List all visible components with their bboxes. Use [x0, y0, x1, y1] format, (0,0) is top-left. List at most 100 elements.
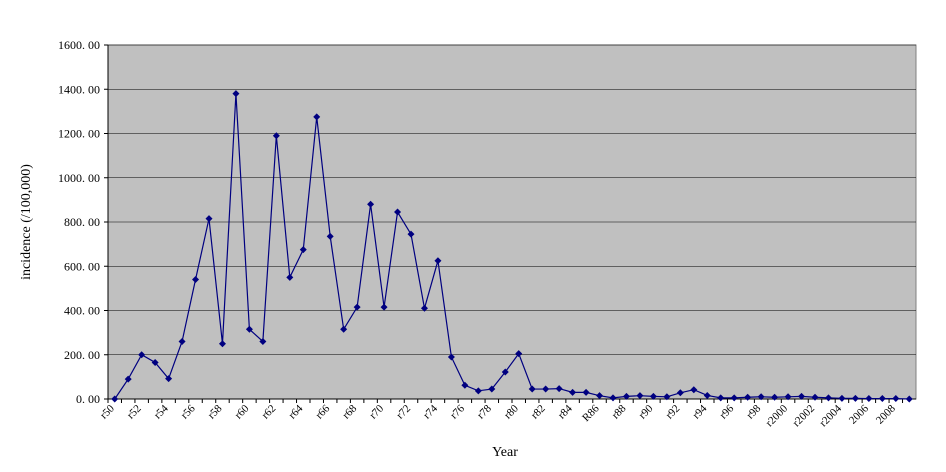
data-point: [488, 385, 496, 393]
data-point: [528, 385, 536, 393]
data-point: [245, 325, 253, 333]
data-point: [784, 393, 792, 401]
data-point: [286, 273, 294, 281]
x-tick-label: r2004: [817, 402, 844, 429]
x-tick-label: r70: [367, 402, 386, 421]
x-tick-label: r54: [152, 402, 171, 421]
data-point: [771, 393, 779, 401]
data-point: [824, 394, 832, 402]
data-point: [353, 303, 361, 311]
x-tick-label: r56: [179, 402, 198, 421]
data-point: [232, 90, 240, 98]
y-tick-label: 0. 00: [76, 392, 100, 406]
x-tick-label: r66: [313, 402, 332, 421]
x-tick-label: r68: [340, 402, 359, 421]
data-point: [178, 337, 186, 345]
data-point: [434, 257, 442, 265]
x-tick-label: 2008: [874, 402, 898, 426]
data-point: [838, 394, 846, 402]
x-tick-label: r92: [664, 403, 683, 422]
x-tick-label: r72: [394, 403, 413, 422]
data-point: [272, 132, 280, 140]
data-point: [124, 375, 132, 383]
data-point: [703, 391, 711, 399]
y-tick-label: 1000. 00: [58, 171, 100, 185]
data-point: [474, 387, 482, 395]
data-point: [326, 232, 334, 240]
y-tick-label: 1600. 00: [58, 38, 100, 52]
data-point: [663, 393, 671, 401]
x-tick-label: R86: [580, 402, 602, 424]
x-tick-label: r2000: [764, 402, 791, 429]
y-tick-label: 400. 00: [64, 304, 100, 318]
x-tick-label: r2002: [790, 403, 817, 430]
data-point: [730, 394, 738, 402]
data-point: [367, 200, 375, 208]
data-point: [138, 351, 146, 359]
data-point: [340, 325, 348, 333]
x-tick-label: 2006: [847, 402, 871, 426]
x-tick-label: r96: [717, 402, 736, 421]
data-point: [420, 304, 428, 312]
data-point: [542, 385, 550, 393]
y-axis-title: incidence (/100,000): [19, 164, 34, 280]
data-point: [622, 392, 630, 400]
x-tick-label: r82: [529, 403, 548, 422]
x-tick-label: r90: [637, 402, 656, 421]
data-point: [649, 392, 657, 400]
data-point: [299, 246, 307, 254]
x-tick-label: r52: [125, 403, 144, 422]
data-point: [259, 337, 267, 345]
y-tick-label: 600. 00: [64, 259, 100, 273]
x-tick-label: r60: [233, 402, 252, 421]
x-tick-label: r74: [421, 402, 440, 421]
data-point: [313, 113, 321, 121]
x-tick-label: r78: [475, 402, 494, 421]
x-tick-label: r98: [744, 402, 763, 421]
x-tick-label: r62: [260, 403, 279, 422]
data-point: [151, 358, 159, 366]
data-point: [380, 303, 388, 311]
x-tick-label: r80: [502, 402, 521, 421]
data-point: [111, 395, 119, 403]
x-tick-label: r76: [448, 402, 467, 421]
data-point: [690, 386, 698, 394]
data-point: [905, 395, 913, 403]
data-point: [569, 388, 577, 396]
data-point: [447, 353, 455, 361]
data-point: [165, 375, 173, 383]
data-point: [596, 392, 604, 400]
data-point: [461, 381, 469, 389]
y-tick-label: 200. 00: [64, 348, 100, 362]
data-point: [205, 215, 213, 223]
data-point: [798, 392, 806, 400]
x-tick-label: r94: [691, 402, 710, 421]
data-point: [192, 276, 200, 284]
data-point: [744, 393, 752, 401]
data-point: [394, 208, 402, 216]
data-point: [515, 350, 523, 358]
data-point: [892, 395, 900, 403]
data-point: [717, 394, 725, 402]
data-point: [878, 395, 886, 403]
data-point: [609, 394, 617, 402]
y-tick-label: 800. 00: [64, 215, 100, 229]
x-tick-label: r50: [98, 402, 117, 421]
data-point: [851, 394, 859, 402]
data-point: [501, 368, 509, 376]
data-point: [407, 230, 415, 238]
data-point: [636, 392, 644, 400]
data-point: [218, 340, 226, 348]
x-tick-label: r58: [206, 402, 225, 421]
data-point: [865, 395, 873, 403]
y-tick-label: 1200. 00: [58, 127, 100, 141]
x-tick-label: r88: [610, 402, 629, 421]
x-axis-title: Year: [492, 445, 518, 460]
data-point: [811, 393, 819, 401]
y-tick-label: 1400. 00: [58, 82, 100, 96]
x-tick-label: r64: [287, 402, 306, 421]
data-point: [676, 389, 684, 397]
data-point: [582, 388, 590, 396]
x-tick-label: r84: [556, 402, 575, 421]
